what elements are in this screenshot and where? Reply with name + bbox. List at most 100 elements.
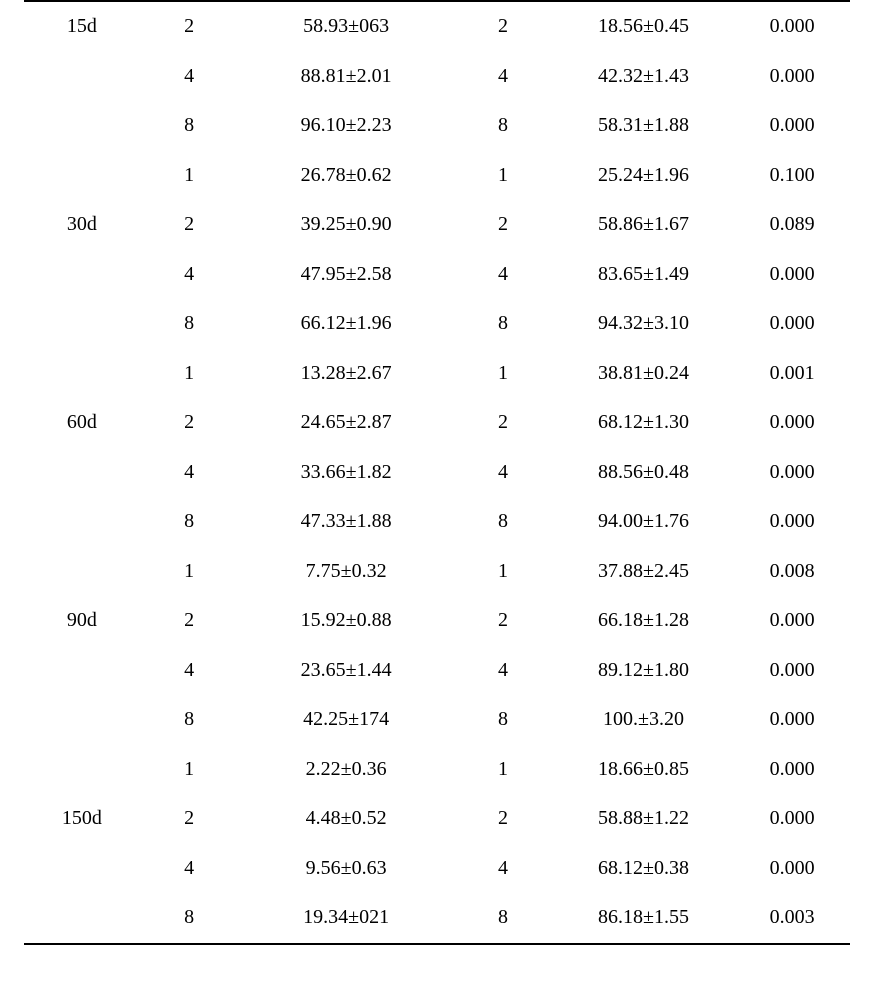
cell-n2: 2	[454, 596, 553, 646]
cell-p: 0.000	[734, 1, 850, 52]
cell-n2: 8	[454, 299, 553, 349]
cell-v2: 94.32±3.10	[553, 299, 735, 349]
cell-group-label	[24, 101, 140, 151]
cell-v2: 42.32±1.43	[553, 52, 735, 102]
cell-n1: 8	[140, 497, 239, 547]
cell-group-label	[24, 299, 140, 349]
cell-v2: 66.18±1.28	[553, 596, 735, 646]
cell-n1: 4	[140, 52, 239, 102]
cell-group-label: 60d	[24, 398, 140, 448]
cell-v2: 18.56±0.45	[553, 1, 735, 52]
table-row: 17.75±0.32137.88±2.450.008	[24, 547, 850, 597]
cell-p: 0.000	[734, 646, 850, 696]
cell-n2: 1	[454, 745, 553, 795]
cell-p: 0.000	[734, 844, 850, 894]
cell-v1: 2.22±0.36	[239, 745, 454, 795]
cell-group-label	[24, 745, 140, 795]
cell-n2: 2	[454, 794, 553, 844]
cell-p: 0.000	[734, 596, 850, 646]
cell-p: 0.000	[734, 398, 850, 448]
cell-v1: 23.65±1.44	[239, 646, 454, 696]
cell-group-label	[24, 646, 140, 696]
table-row: 896.10±2.23858.31±1.880.000	[24, 101, 850, 151]
cell-n1: 1	[140, 547, 239, 597]
cell-n1: 4	[140, 448, 239, 498]
cell-n2: 8	[454, 101, 553, 151]
cell-n1: 8	[140, 695, 239, 745]
cell-v1: 26.78±0.62	[239, 151, 454, 201]
cell-p: 0.000	[734, 52, 850, 102]
cell-group-label	[24, 448, 140, 498]
table-row: 15d258.93±063218.56±0.450.000	[24, 1, 850, 52]
cell-v2: 68.12±0.38	[553, 844, 735, 894]
table-row: 150d24.48±0.52258.88±1.220.000	[24, 794, 850, 844]
cell-v1: 96.10±2.23	[239, 101, 454, 151]
cell-p: 0.089	[734, 200, 850, 250]
cell-n2: 8	[454, 893, 553, 944]
table-body: 15d258.93±063218.56±0.450.000488.81±2.01…	[24, 1, 850, 944]
cell-n1: 2	[140, 596, 239, 646]
cell-v1: 39.25±0.90	[239, 200, 454, 250]
cell-group-label	[24, 349, 140, 399]
cell-n1: 2	[140, 398, 239, 448]
cell-v2: 58.86±1.67	[553, 200, 735, 250]
table-row: 30d239.25±0.90258.86±1.670.089	[24, 200, 850, 250]
cell-v2: 89.12±1.80	[553, 646, 735, 696]
cell-group-label: 15d	[24, 1, 140, 52]
cell-n2: 4	[454, 646, 553, 696]
table-row: 113.28±2.67138.81±0.240.001	[24, 349, 850, 399]
cell-p: 0.001	[734, 349, 850, 399]
cell-n1: 1	[140, 745, 239, 795]
cell-n2: 4	[454, 844, 553, 894]
cell-n1: 2	[140, 1, 239, 52]
table-row: 842.25±1748100.±3.200.000	[24, 695, 850, 745]
cell-p: 0.003	[734, 893, 850, 944]
cell-v1: 4.48±0.52	[239, 794, 454, 844]
cell-v1: 33.66±1.82	[239, 448, 454, 498]
cell-v2: 18.66±0.85	[553, 745, 735, 795]
cell-n1: 2	[140, 794, 239, 844]
cell-p: 0.008	[734, 547, 850, 597]
table-row: 12.22±0.36118.66±0.850.000	[24, 745, 850, 795]
cell-v2: 83.65±1.49	[553, 250, 735, 300]
cell-group-label: 150d	[24, 794, 140, 844]
cell-v1: 42.25±174	[239, 695, 454, 745]
cell-v2: 88.56±0.48	[553, 448, 735, 498]
table-row: 819.34±021886.18±1.550.003	[24, 893, 850, 944]
cell-v2: 86.18±1.55	[553, 893, 735, 944]
cell-v2: 58.88±1.22	[553, 794, 735, 844]
cell-v1: 9.56±0.63	[239, 844, 454, 894]
cell-n1: 8	[140, 299, 239, 349]
table-row: 60d224.65±2.87268.12±1.300.000	[24, 398, 850, 448]
table-row: 423.65±1.44489.12±1.800.000	[24, 646, 850, 696]
cell-v1: 15.92±0.88	[239, 596, 454, 646]
cell-v1: 66.12±1.96	[239, 299, 454, 349]
cell-v1: 13.28±2.67	[239, 349, 454, 399]
table-row: 847.33±1.88894.00±1.760.000	[24, 497, 850, 547]
cell-p: 0.000	[734, 497, 850, 547]
cell-v2: 25.24±1.96	[553, 151, 735, 201]
table-row: 866.12±1.96894.32±3.100.000	[24, 299, 850, 349]
table-row: 90d215.92±0.88266.18±1.280.000	[24, 596, 850, 646]
cell-group-label	[24, 250, 140, 300]
cell-n2: 1	[454, 349, 553, 399]
cell-group-label	[24, 844, 140, 894]
table-row: 447.95±2.58483.65±1.490.000	[24, 250, 850, 300]
cell-p: 0.000	[734, 101, 850, 151]
cell-group-label	[24, 893, 140, 944]
cell-n2: 4	[454, 52, 553, 102]
cell-v1: 88.81±2.01	[239, 52, 454, 102]
cell-group-label	[24, 547, 140, 597]
cell-v1: 19.34±021	[239, 893, 454, 944]
cell-n1: 1	[140, 349, 239, 399]
cell-group-label	[24, 695, 140, 745]
cell-v1: 24.65±2.87	[239, 398, 454, 448]
data-table: 15d258.93±063218.56±0.450.000488.81±2.01…	[24, 0, 850, 945]
cell-p: 0.000	[734, 299, 850, 349]
cell-n1: 4	[140, 646, 239, 696]
cell-p: 0.000	[734, 448, 850, 498]
cell-p: 0.100	[734, 151, 850, 201]
cell-group-label: 30d	[24, 200, 140, 250]
cell-n2: 4	[454, 250, 553, 300]
cell-p: 0.000	[734, 745, 850, 795]
